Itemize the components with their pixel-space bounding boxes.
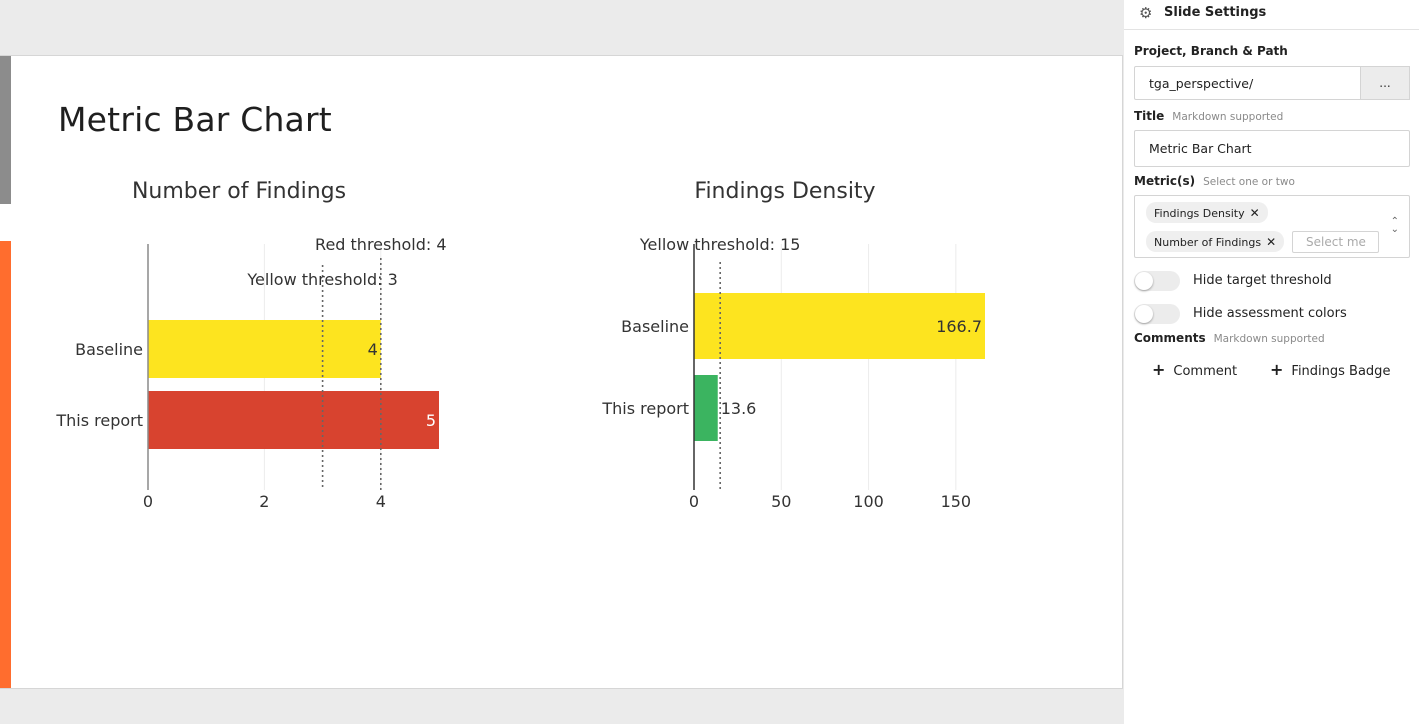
data-label: 166.7 [936, 317, 982, 336]
panel-header: ⚙ Slide Settings [1124, 0, 1419, 30]
add-findings-badge-button[interactable]: + Findings Badge [1270, 360, 1390, 379]
title-input[interactable]: Metric Bar Chart [1134, 130, 1410, 167]
bar [148, 320, 381, 378]
project-label: Project, Branch & Path [1134, 44, 1288, 58]
hide-target-toggle[interactable] [1134, 271, 1180, 291]
hide-colors-label: Hide assessment colors [1193, 306, 1347, 321]
threshold-label: Yellow threshold: 15 [639, 235, 801, 254]
gear-icon: ⚙ [1139, 4, 1153, 22]
remove-metric-icon[interactable]: ✕ [1249, 206, 1260, 220]
data-label: 5 [426, 411, 436, 430]
remove-metric-icon[interactable]: ✕ [1266, 235, 1277, 249]
tick-label: 50 [771, 492, 791, 511]
bar [148, 391, 439, 449]
project-path-field[interactable]: tga_perspective/ ... [1134, 66, 1410, 100]
bar [694, 293, 985, 359]
tick-label: 150 [941, 492, 972, 511]
title-hint: Markdown supported [1172, 111, 1284, 123]
select-arrows-icon[interactable]: ⌃ ⌄ [1390, 216, 1399, 235]
category-label: Baseline [621, 317, 689, 336]
browse-button[interactable]: ... [1360, 66, 1410, 100]
data-label: 13.6 [721, 399, 757, 418]
add-comment-button[interactable]: + Comment [1152, 360, 1237, 379]
metrics-hint: Select one or two [1203, 176, 1295, 188]
tick-label: 100 [853, 492, 884, 511]
toggle-knob [1135, 272, 1153, 290]
hide-target-label: Hide target threshold [1193, 273, 1332, 288]
comments-label: Comments Markdown supported [1134, 331, 1325, 345]
toggle-knob [1135, 305, 1153, 323]
comments-label-text: Comments [1134, 331, 1206, 345]
metrics-select[interactable]: Findings Density ✕ Number of Findings ✕ Se… [1134, 195, 1410, 258]
metric-chip: Number of Findings ✕ [1146, 231, 1285, 252]
tick-label: 0 [143, 492, 153, 511]
chart-title: Findings Density [694, 179, 875, 204]
title-label: Title Markdown supported [1134, 109, 1283, 123]
slide-title: Metric Bar Chart [58, 100, 332, 139]
comments-hint: Markdown supported [1213, 333, 1325, 345]
panel-title: Slide Settings [1164, 5, 1267, 20]
title-label-text: Title [1134, 109, 1165, 123]
add-comment-label: Comment [1173, 364, 1238, 379]
slide-thumbnail-marker[interactable] [0, 56, 11, 204]
metric-chip-label: Findings Density [1154, 207, 1245, 220]
bar [694, 375, 718, 441]
plus-icon: + [1152, 360, 1166, 379]
project-path-value: tga_perspective/ [1149, 76, 1254, 91]
hide-colors-toggle[interactable] [1134, 304, 1180, 324]
tick-label: 4 [376, 492, 386, 511]
category-label: This report [601, 399, 689, 418]
metrics-label: Metric(s) Select one or two [1134, 174, 1295, 188]
tick-label: 0 [689, 492, 699, 511]
threshold-label: Red threshold: 4 [315, 235, 447, 254]
settings-panel: ⚙ Slide Settings Project, Branch & Path … [1124, 0, 1419, 724]
add-badge-label: Findings Badge [1291, 364, 1391, 379]
metric-chip-label: Number of Findings [1154, 236, 1262, 249]
data-label: 4 [368, 340, 378, 359]
metrics-label-text: Metric(s) [1134, 174, 1196, 188]
chart-title: Number of Findings [132, 179, 346, 204]
title-input-value: Metric Bar Chart [1149, 141, 1252, 156]
metric-search-input[interactable]: Select me [1292, 231, 1379, 253]
slide-canvas-area: Metric Bar Chart Number of Findings Basel… [0, 55, 1123, 689]
tick-label: 2 [259, 492, 269, 511]
active-slide-marker[interactable] [0, 241, 11, 688]
category-label: This report [55, 411, 143, 430]
plus-icon: + [1270, 360, 1284, 379]
threshold-label: Yellow threshold: 3 [246, 270, 397, 289]
category-label: Baseline [75, 340, 143, 359]
metric-chip: Findings Density ✕ [1146, 202, 1268, 223]
